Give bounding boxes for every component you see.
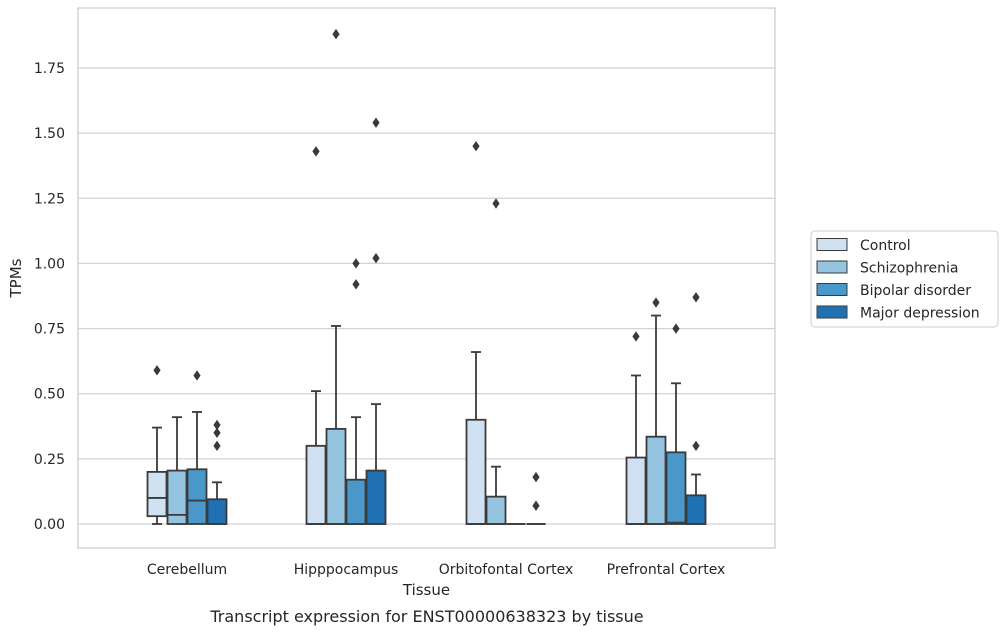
y-tick-label: 0.75 [34,322,65,338]
legend-swatch [816,260,848,274]
box-bipolar-disorder [186,370,208,525]
y-tick-label: 0.25 [34,452,65,468]
x-tick-label: Hipppocampus [294,562,399,578]
box-body [625,456,647,525]
box-body [345,478,367,525]
box-body [146,470,168,518]
outlier-point [213,419,221,431]
y-axis-label: TPMs [7,258,25,298]
box-major-depression [206,419,228,525]
outlier-point [213,427,221,438]
box-body [665,451,687,525]
box-schizophrenia [325,28,347,525]
outlier-point [652,297,660,308]
outlier-point [632,331,640,342]
legend-label: Major depression [860,306,980,322]
outlier-point [472,140,480,152]
y-tick-labels: 0.00 0.25 0.50 0.75 1.00 1.25 1.50 1.75 [34,61,65,533]
box-body [186,468,208,525]
box-major-depression [685,292,707,525]
outlier-point [692,292,700,303]
outlier-point [372,117,380,128]
box-body [685,494,707,525]
outlier-point [312,146,320,157]
legend: Control Schizophrenia Bipolar disorder Majo… [810,230,999,328]
y-tick-label: 1.50 [34,126,65,142]
x-axis-label: Tissue [402,581,450,599]
outlier-point [153,365,161,376]
y-tick-label: 1.00 [34,256,65,272]
box-body [166,469,188,525]
box-body [206,498,228,525]
outlier-point [213,440,221,452]
y-tick-label: 0.50 [34,387,65,403]
box-body [485,495,507,525]
box-schizophrenia [166,416,188,525]
x-tick-label: Cerebellum [147,562,227,578]
box-control [465,140,487,525]
y-tick-label: 1.75 [34,61,65,77]
box-control [625,331,647,525]
legend-frame [810,230,999,328]
box-body [465,418,487,525]
outlier-point [672,323,680,334]
legend-label: Schizophrenia [860,261,958,277]
legend-swatch [816,305,848,319]
box-body [645,435,667,525]
box-major-depression [365,117,387,525]
y-tick-label: 0.00 [34,517,65,533]
x-tick-labels: Cerebellum Hipppocampus Orbitofontal Corte… [147,562,725,578]
legend-label: Bipolar disorder [860,283,971,299]
chart-caption: Transcript expression for ENST0000063832… [209,607,643,626]
legend-swatch [816,283,848,296]
outlier-point [332,28,340,40]
grid [78,67,775,525]
box-bipolar-disorder [665,323,687,525]
outlier-point [532,500,540,511]
box-major-depression [526,471,546,525]
box-control [146,365,168,525]
outlier-point [372,253,380,264]
box-bipolar-disorder [345,258,367,525]
outlier-point [352,258,360,269]
box-body [325,427,347,525]
boxes [146,28,707,525]
box-schizophrenia [485,198,507,525]
legend-label: Control [860,238,911,254]
legend-swatch [816,238,848,251]
box-body [305,444,327,525]
outlier-point [492,198,500,209]
outlier-point [193,370,201,381]
plot-frame [77,7,776,549]
x-tick-label: Prefrontal Cortex [607,562,726,578]
box-body [365,469,387,525]
outlier-point [532,471,540,483]
x-tick-label: Orbitofontal Cortex [439,562,574,578]
y-tick-label: 1.25 [34,191,65,207]
box-schizophrenia [645,297,667,525]
box-control [305,146,327,525]
outlier-point [352,279,360,290]
outlier-point [692,440,700,452]
